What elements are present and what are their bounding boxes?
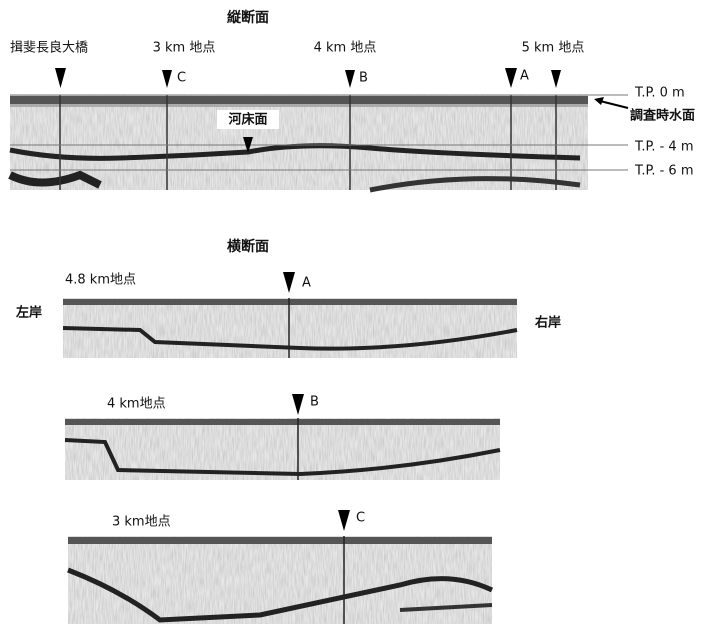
- arrow: [600, 101, 628, 108]
- location: 揖斐長良大橋: [10, 40, 88, 56]
- marker: [338, 510, 350, 531]
- marker: [283, 272, 295, 293]
- marker-label: C: [177, 71, 186, 86]
- section-location: 3 km地点: [112, 515, 171, 530]
- markers: [55, 68, 561, 88]
- marker: [292, 394, 304, 415]
- marker-label: C: [356, 511, 365, 526]
- marker-label: A: [520, 69, 529, 84]
- sonar-cross: [68, 536, 492, 624]
- level-label: T.P. - 6 m: [634, 164, 694, 179]
- right-bank: 右岸: [534, 315, 561, 331]
- marker-label: A: [302, 276, 311, 291]
- left-bank: 左岸: [16, 305, 42, 321]
- sonar-longitudinal: [10, 95, 588, 190]
- location: 4 km 地点: [314, 41, 377, 56]
- section-location: 4.8 km地点: [65, 273, 136, 288]
- riverbed-label: 河床面: [228, 112, 267, 128]
- marker-label: B: [310, 395, 319, 410]
- sonar-cross: [65, 418, 500, 480]
- arrow-head: [594, 97, 604, 105]
- title-cross: 横断面: [227, 238, 269, 255]
- level-label: T.P. - 4 m: [634, 140, 694, 155]
- figure: 縦断面 揖斐長良大橋 3 km 地点 4 km 地点 5 km 地点 C B A…: [0, 0, 703, 624]
- title-longitudinal: 縦断面: [227, 9, 269, 26]
- location: 3 km 地点: [153, 41, 216, 56]
- location: 5 km 地点: [522, 41, 585, 56]
- marker-label: B: [359, 71, 368, 86]
- water-surface: 調査時水面: [630, 108, 695, 124]
- sonar-cross: [63, 298, 517, 358]
- level-label: T.P. 0 m: [634, 86, 685, 101]
- section-location: 4 km地点: [107, 397, 166, 412]
